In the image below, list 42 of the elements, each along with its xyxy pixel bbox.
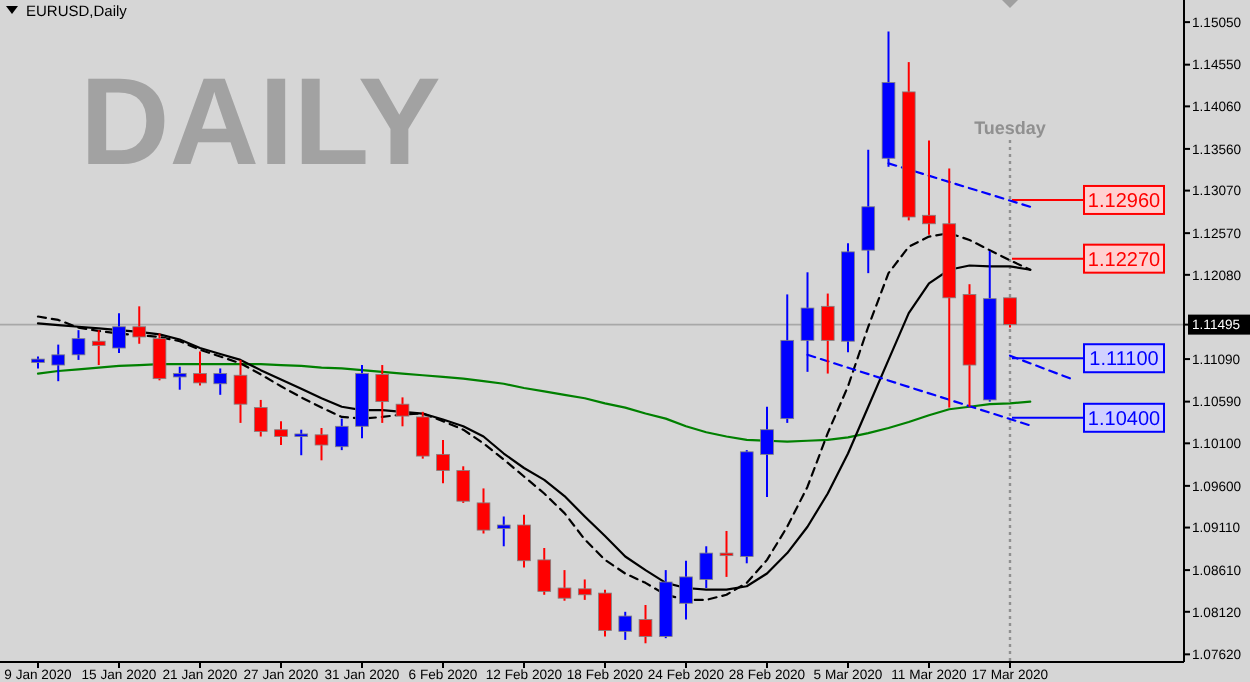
candlestick	[233, 358, 248, 424]
ref-line-label: 1.11100	[1089, 349, 1160, 372]
candlestick	[294, 428, 309, 457]
candlestick	[375, 364, 390, 424]
ref-line-label: Tuesday	[974, 118, 1046, 138]
candlestick	[598, 588, 612, 638]
candlestick	[456, 465, 471, 504]
candlestick	[922, 139, 936, 236]
candlestick	[476, 487, 491, 535]
candlestick	[334, 417, 349, 452]
candlestick	[577, 578, 592, 601]
ref-line-label: 1.10400	[1087, 408, 1162, 431]
candlestick	[496, 515, 511, 548]
candlestick	[395, 396, 410, 428]
candlestick	[91, 329, 106, 367]
candlestick	[71, 329, 86, 361]
candlestick	[618, 610, 633, 641]
candlestick	[152, 332, 167, 382]
candlestick	[314, 427, 329, 462]
ref-line-label: 1.12960	[1087, 190, 1162, 213]
candlestick	[436, 438, 450, 485]
candlestick	[132, 305, 147, 345]
candlestick	[699, 545, 714, 589]
candlestick	[213, 367, 228, 396]
candlestick	[638, 603, 653, 645]
candlestick	[820, 292, 835, 375]
candlestick	[719, 529, 734, 578]
candlestick	[861, 148, 876, 275]
candlestick	[51, 343, 66, 383]
ref-line-label: 1.12270	[1087, 249, 1162, 272]
candlestick	[253, 398, 268, 438]
candlestick	[193, 350, 207, 387]
candlestick	[172, 365, 187, 391]
candlestick	[112, 312, 126, 355]
candlestick	[537, 546, 552, 596]
candlestick	[415, 410, 430, 460]
candlestick	[274, 420, 288, 447]
candlestick	[557, 569, 572, 602]
candlestick	[679, 559, 693, 621]
candlestick	[517, 513, 531, 569]
candlestick	[760, 405, 774, 498]
candlestick	[1003, 296, 1017, 329]
